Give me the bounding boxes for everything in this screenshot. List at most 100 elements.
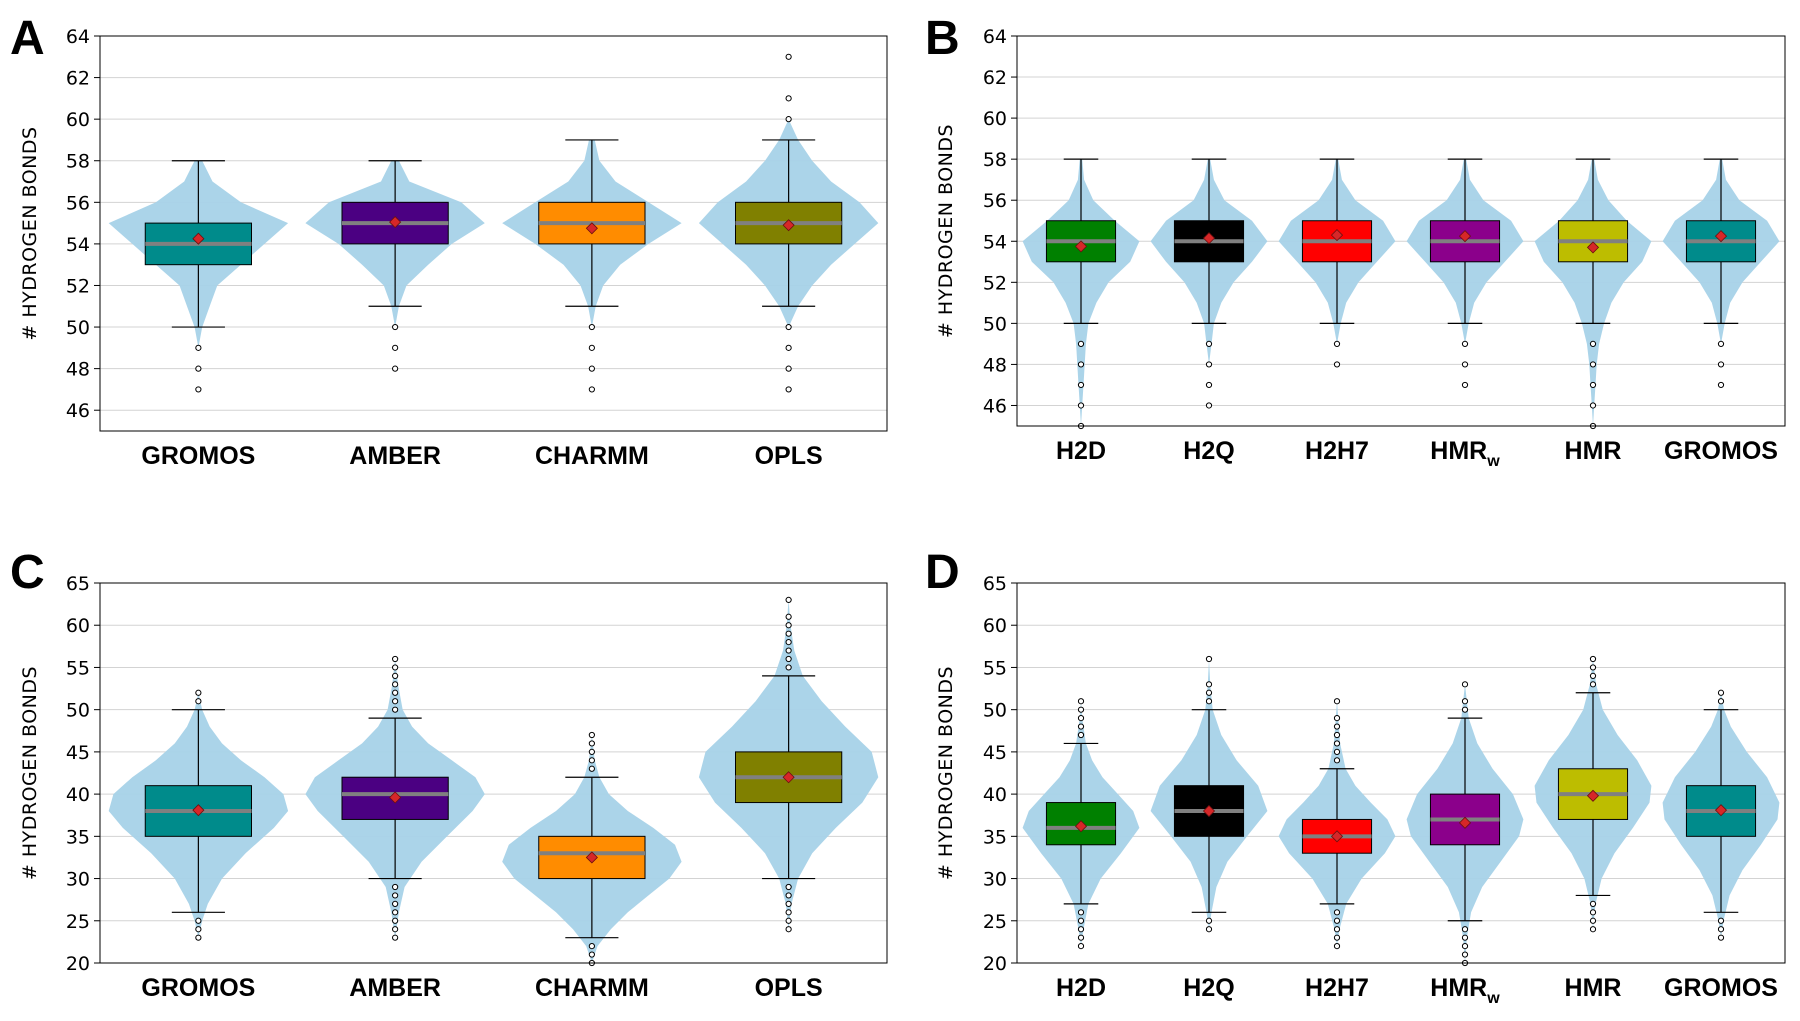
axes-frame bbox=[1016, 35, 1786, 427]
xtick-label-subscript: w bbox=[1486, 453, 1500, 470]
outlier-point bbox=[1589, 926, 1597, 933]
outlier-point bbox=[1717, 689, 1725, 696]
ytick-label: 52 bbox=[983, 272, 1007, 294]
panel-b: B 46 48 50 52 54 56 58 60 62 64 # HYDROGEN BONDS H2D… bbox=[925, 12, 1786, 470]
outlier-point bbox=[392, 909, 399, 916]
outlier-point bbox=[588, 757, 595, 764]
outlier-point bbox=[1077, 715, 1085, 722]
outlier-point bbox=[785, 655, 792, 663]
outlier-point bbox=[1205, 381, 1213, 389]
outlier-point bbox=[785, 53, 792, 60]
outlier-point bbox=[1589, 361, 1597, 368]
outlier-point bbox=[1205, 917, 1213, 924]
xtick-label-text: CHARMM bbox=[535, 442, 649, 470]
outlier-point bbox=[1205, 926, 1213, 933]
outlier-point bbox=[1461, 698, 1469, 705]
outlier-point bbox=[1333, 926, 1341, 933]
outlier-point bbox=[195, 689, 202, 696]
outlier-point bbox=[785, 323, 792, 331]
outlier-point bbox=[195, 698, 202, 705]
outlier-point bbox=[1589, 655, 1597, 663]
xtick-label: H2Q bbox=[1183, 437, 1234, 465]
mean-marker bbox=[192, 232, 205, 245]
outlier-point bbox=[1333, 757, 1341, 764]
outlier-point bbox=[392, 655, 399, 663]
xtick-label-text: H2H7 bbox=[1305, 974, 1369, 1002]
axes-frame bbox=[1016, 582, 1786, 964]
outlier-point bbox=[785, 386, 792, 393]
outlier-point bbox=[1333, 943, 1341, 950]
outlier-point bbox=[1461, 926, 1469, 933]
outlier-point bbox=[785, 647, 792, 654]
ytick-label: 50 bbox=[66, 700, 90, 722]
outlier-point bbox=[392, 900, 399, 907]
ytick-label: 58 bbox=[66, 151, 90, 173]
panel-d: D 20 25 30 35 40 45 50 55 60 65 # HYDROGEN BONDS H2D… bbox=[925, 546, 1786, 1007]
outlier-point bbox=[392, 365, 399, 372]
mean-marker bbox=[1586, 789, 1600, 802]
ytick-label: 55 bbox=[66, 657, 90, 679]
outlier-point bbox=[1461, 943, 1469, 950]
outlier-point bbox=[1717, 381, 1725, 389]
outlier-point bbox=[195, 344, 202, 351]
axes-frame bbox=[99, 35, 888, 432]
ytick-label: 50 bbox=[983, 700, 1007, 722]
ytick-label: 60 bbox=[983, 108, 1007, 130]
outlier-point bbox=[1205, 340, 1213, 347]
outlier-point bbox=[1077, 340, 1085, 347]
xtick-label-text: H2Q bbox=[1183, 974, 1234, 1002]
outlier-point bbox=[1461, 361, 1469, 368]
outlier-point bbox=[1589, 900, 1597, 907]
xtick-label-text: H2D bbox=[1056, 974, 1106, 1002]
ytick-label: 30 bbox=[66, 869, 90, 891]
xtick-label-text: GROMOS bbox=[1664, 437, 1778, 465]
ytick-label: 65 bbox=[66, 573, 90, 595]
outlier-point bbox=[1717, 934, 1725, 941]
mean-marker bbox=[1202, 804, 1216, 818]
outlier-point bbox=[588, 748, 595, 755]
outlier-point bbox=[1333, 934, 1341, 941]
outlier-point bbox=[1589, 681, 1597, 688]
outlier-point bbox=[1077, 402, 1085, 409]
outlier-point bbox=[588, 323, 595, 331]
outlier-point bbox=[392, 706, 399, 713]
xtick-label: GROMOS bbox=[141, 442, 255, 470]
xtick-label: HMR bbox=[1565, 974, 1622, 1002]
xtick-label: H2Q bbox=[1183, 974, 1234, 1002]
outlier-point bbox=[195, 934, 202, 941]
panel-letter: A bbox=[10, 12, 45, 65]
ytick-label: 50 bbox=[66, 317, 90, 339]
ytick-label: 20 bbox=[983, 953, 1007, 975]
ytick-label: 48 bbox=[66, 359, 90, 381]
y-axis-label: # HYDROGEN BONDS bbox=[935, 124, 957, 338]
outlier-point bbox=[1333, 740, 1341, 747]
ytick-label: 46 bbox=[66, 400, 90, 422]
outlier-point bbox=[392, 672, 399, 679]
outlier-point bbox=[1589, 381, 1597, 389]
outlier-point bbox=[785, 639, 792, 646]
outlier-point bbox=[1589, 402, 1597, 409]
outlier-point bbox=[1333, 723, 1341, 730]
outlier-point bbox=[1461, 934, 1469, 941]
ytick-label: 62 bbox=[983, 67, 1007, 89]
outlier-point bbox=[1205, 402, 1213, 409]
xtick-label: AMBER bbox=[349, 974, 441, 1002]
outlier-point bbox=[785, 630, 792, 637]
y-axis-label: # HYDROGEN BONDS bbox=[19, 666, 41, 880]
outlier-point bbox=[1205, 681, 1213, 688]
outlier-point bbox=[392, 664, 399, 671]
xtick-label-text: AMBER bbox=[349, 974, 441, 1002]
y-axis-label: # HYDROGEN BONDS bbox=[19, 126, 41, 340]
outlier-point bbox=[1589, 917, 1597, 924]
xtick-label: OPLS bbox=[755, 442, 823, 470]
panel-letter: C bbox=[10, 546, 45, 599]
outlier-point bbox=[1461, 340, 1469, 347]
xtick-label: GROMOS bbox=[141, 974, 255, 1002]
ytick-label: 25 bbox=[983, 911, 1007, 933]
xtick-label: H2D bbox=[1056, 437, 1106, 465]
outlier-point bbox=[1333, 917, 1341, 924]
outlier-point bbox=[588, 365, 595, 372]
outlier-point bbox=[1717, 917, 1725, 924]
xtick-label: HMR bbox=[1565, 437, 1622, 465]
